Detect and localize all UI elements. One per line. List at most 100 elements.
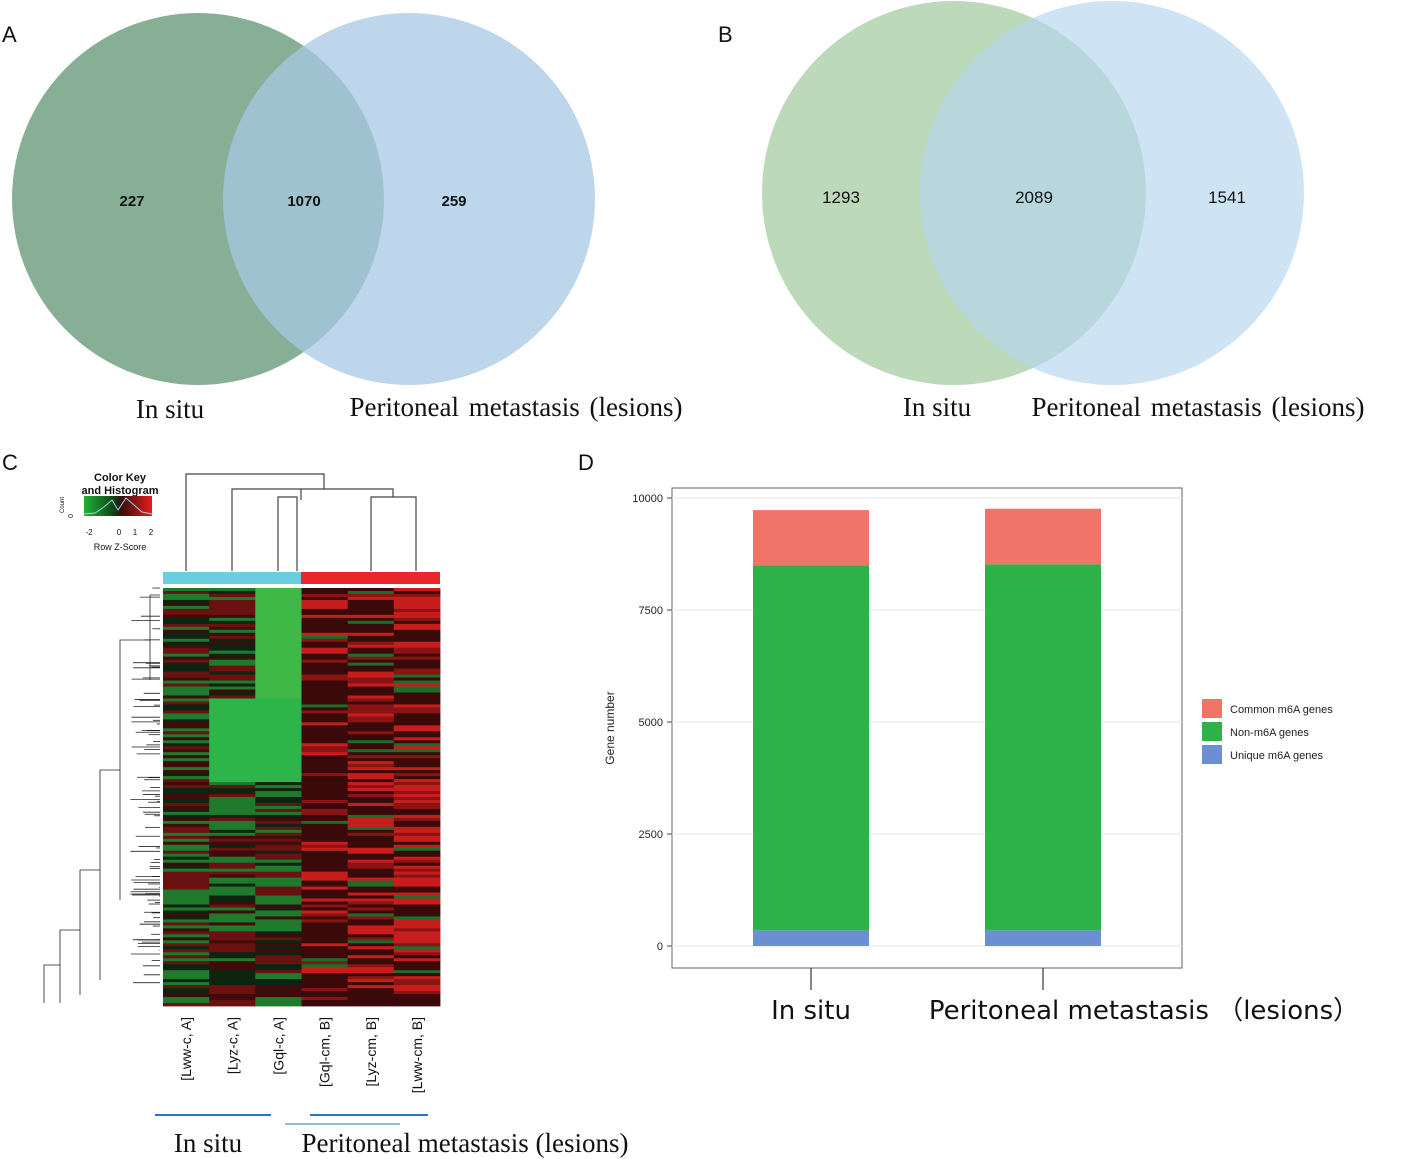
heatmap-cell (393, 701, 441, 705)
heatmap-cell (209, 901, 256, 905)
heatmap-cell (163, 958, 210, 962)
heatmap-cell (301, 599, 349, 604)
heatmap-cell (301, 868, 349, 873)
heatmap-cell (301, 943, 349, 947)
heatmap-cell (347, 794, 395, 798)
heatmap-cell (255, 728, 302, 732)
heatmap-cell (347, 883, 395, 887)
heatmap-cell (209, 808, 256, 813)
heatmap-cell (347, 913, 395, 917)
heatmap-cell (393, 847, 441, 852)
heatmap-cell (209, 982, 256, 986)
heatmap-cell (347, 919, 395, 923)
heatmap-cell (255, 770, 302, 774)
venn-b-label-in-situ: In situ (903, 392, 972, 422)
heatmap-cell (393, 901, 441, 905)
heatmap-cell (347, 991, 395, 995)
heatmap-cell (347, 832, 395, 837)
heatmap-cell (347, 826, 395, 831)
heatmap-cell (163, 782, 210, 786)
venn-b-label-peritoneal: Peritoneal metastasis (lesions) (1032, 392, 1365, 422)
heatmap-cell (209, 588, 256, 592)
heatmap-cell (163, 701, 210, 705)
heatmap-cell (209, 635, 256, 640)
heatmap-cell (347, 811, 395, 816)
bar-chart-d: 0 2500 5000 7500 10000 Gene number In situ Pe… (603, 487, 1359, 1026)
heatmap-cell (301, 901, 349, 905)
heatmap-cell (255, 596, 302, 601)
heatmap-cell (301, 853, 349, 858)
heatmap-cell (255, 805, 302, 810)
heatmap-cell (301, 725, 349, 729)
heatmap-cell (163, 773, 210, 777)
y-axis-ticks: 0 2500 5000 7500 10000 (632, 493, 672, 953)
heatmap-cell (209, 1000, 256, 1004)
heatmap-cell (209, 797, 256, 801)
heatmap-cell (255, 964, 302, 968)
heatmap-cell (209, 785, 256, 789)
heatmap-cell (301, 811, 349, 816)
heatmap-cell (347, 746, 395, 750)
heatmap-cell (163, 725, 210, 729)
heatmap-cell (347, 782, 395, 786)
heatmap-cell (301, 919, 349, 923)
heatmap-cell (301, 767, 349, 771)
heatmap-cell (255, 668, 302, 672)
heatmap-cell (301, 593, 349, 598)
heatmap-cell (163, 653, 210, 658)
heatmap-cell (255, 949, 302, 953)
heatmap-cell (347, 680, 395, 684)
heatmap-cell (255, 782, 302, 786)
heatmap-cell (301, 782, 349, 786)
heatmap-cell (163, 997, 210, 1001)
heatmap-cell (255, 991, 302, 995)
heatmap-cell (347, 802, 395, 807)
heatmap-cell (347, 841, 395, 846)
panel-label-a: A (2, 22, 17, 47)
venn-a-label-peritoneal: Peritoneal metastasis (lesions) (350, 392, 683, 422)
heatmap-cell (209, 811, 256, 816)
heatmap-cell (255, 847, 302, 852)
heatmap-cell (347, 907, 395, 911)
venn-b: 1293 2089 1541 In situ Peritoneal metast… (762, 1, 1364, 422)
heatmap-cell (163, 596, 210, 601)
heatmap-cell (163, 1000, 210, 1004)
heatmap-cell (163, 686, 210, 690)
heatmap-cell (209, 877, 256, 881)
heatmap-cell (301, 841, 349, 846)
heatmap-cell (301, 632, 349, 637)
heatmap-cell (209, 746, 256, 750)
heatmap-cell (347, 838, 395, 843)
heatmap-cell (393, 805, 441, 810)
heatmap-cell (393, 644, 441, 649)
heatmap-cell (301, 626, 349, 631)
heatmap-cell (301, 913, 349, 917)
heatmap-cell (163, 665, 210, 670)
heatmap-cell (163, 635, 210, 640)
heatmap-cell (163, 946, 210, 950)
plot-area (671, 487, 1183, 969)
heatmap-cell (347, 797, 395, 801)
heatmap-cell (163, 680, 210, 684)
venn-a-peritoneal-circle (223, 13, 595, 385)
heatmap-cell (301, 1003, 349, 1007)
group-bar-peritoneal (301, 572, 440, 584)
heatmap-cell (393, 844, 441, 849)
bar-segment-non-m6a-genes (753, 565, 869, 931)
heatmap-cell (255, 740, 302, 744)
color-key-gradient (84, 496, 152, 516)
heatmap-cell (393, 976, 441, 980)
heatmap-cell (393, 895, 441, 899)
heatmap-cell (255, 910, 302, 914)
heatmap-cell (255, 937, 302, 941)
heatmap-cell (163, 776, 210, 780)
heatmap-cell (255, 868, 302, 873)
heatmap-cell (347, 1000, 395, 1004)
heatmap-cell (347, 662, 395, 667)
heatmap-cell (209, 895, 256, 899)
heatmap-cell (163, 967, 210, 971)
heatmap-cell (347, 901, 395, 905)
heatmap-cell (301, 659, 349, 664)
heatmap-cell (301, 973, 349, 977)
heatmap-cell (255, 608, 302, 613)
